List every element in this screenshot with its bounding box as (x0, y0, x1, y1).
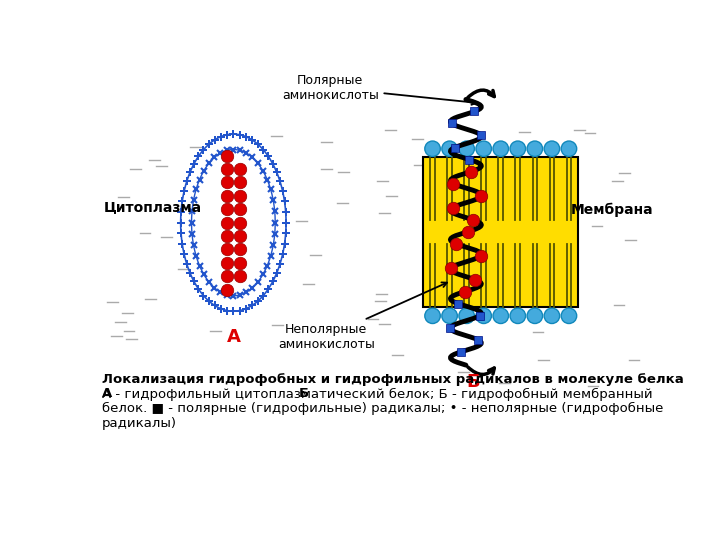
Circle shape (527, 308, 543, 323)
Circle shape (493, 308, 508, 323)
Circle shape (476, 308, 492, 323)
Circle shape (510, 308, 526, 323)
Circle shape (527, 141, 543, 157)
Circle shape (442, 141, 457, 157)
Bar (423, 157, 578, 307)
Text: белок. ■ - полярные (гидрофильные) радикалы; • - неполярные (гидрофобные: белок. ■ - полярные (гидрофильные) радик… (102, 402, 663, 415)
Text: Локализация гидрофобных и гидрофильных радикалов в молекуле белка: Локализация гидрофобных и гидрофильных р… (102, 373, 683, 386)
Circle shape (544, 141, 559, 157)
Text: А - гидрофильный цитоплазматический белок; Б - гидрофобный мембранный: А - гидрофильный цитоплазматический бело… (102, 387, 652, 401)
Circle shape (544, 308, 559, 323)
Text: радикалы): радикалы) (102, 417, 176, 430)
Text: Мембрана: Мембрана (570, 202, 653, 217)
Circle shape (510, 141, 526, 157)
Circle shape (561, 141, 577, 157)
Text: Б: Б (300, 387, 310, 401)
Circle shape (459, 308, 474, 323)
Circle shape (442, 308, 457, 323)
Text: Неполярные
аминокислоты: Неполярные аминокислоты (278, 282, 447, 351)
Text: Цитоплазма: Цитоплазма (104, 200, 202, 214)
Text: А: А (102, 387, 112, 401)
Circle shape (425, 308, 441, 323)
Circle shape (476, 141, 492, 157)
Text: Б: Б (467, 373, 480, 391)
Text: А: А (226, 328, 240, 346)
Text: Полярные
аминокислоты: Полярные аминокислоты (282, 74, 477, 105)
Circle shape (425, 141, 441, 157)
Circle shape (493, 141, 508, 157)
Circle shape (561, 308, 577, 323)
Circle shape (459, 141, 474, 157)
